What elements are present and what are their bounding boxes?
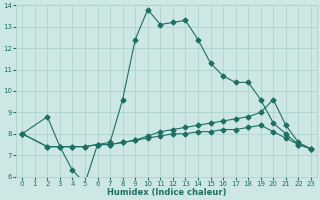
X-axis label: Humidex (Indice chaleur): Humidex (Indice chaleur) — [107, 188, 226, 197]
